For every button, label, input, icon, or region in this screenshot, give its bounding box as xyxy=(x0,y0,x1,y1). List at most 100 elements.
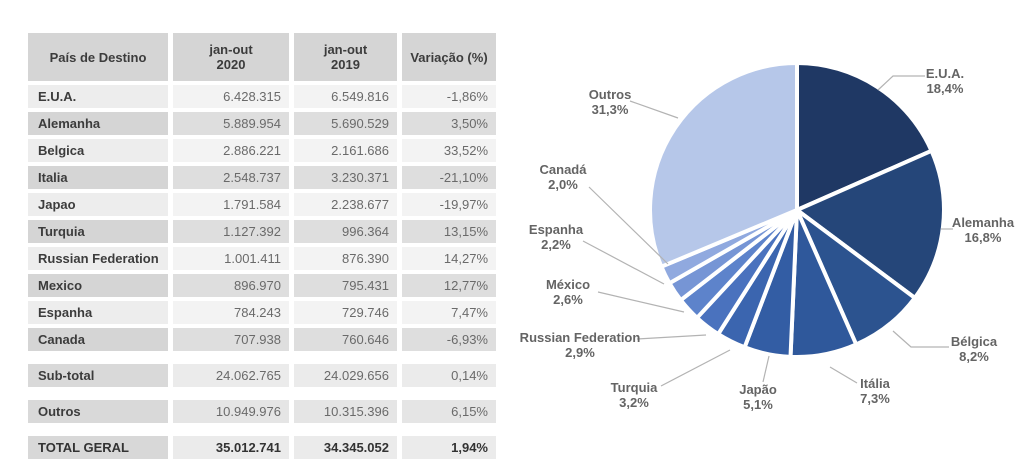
variation-cell: -21,10% xyxy=(402,166,496,189)
table-row: Mexico 896.970 795.431 12,77% xyxy=(28,274,497,297)
value-2020-cell: 10.949.976 xyxy=(173,400,289,423)
value-2020-cell: 896.970 xyxy=(173,274,289,297)
variation-cell: 12,77% xyxy=(402,274,496,297)
variation-cell: 7,47% xyxy=(402,301,496,324)
variation-cell: 3,50% xyxy=(402,112,496,135)
value-2020-cell: 784.243 xyxy=(173,301,289,324)
value-2019-cell: 5.690.529 xyxy=(294,112,397,135)
pie-label-percent: 18,4% xyxy=(926,81,964,96)
variation-cell: 1,94% xyxy=(402,436,496,459)
column-header-country: País de Destino xyxy=(28,33,168,81)
pie-label-percent: 2,2% xyxy=(541,237,571,252)
pie-label: Itália 7,3% xyxy=(860,376,890,406)
destination-table: País de Destino jan-out 2020 jan-out 201… xyxy=(28,33,497,459)
pie-label-country: Itália xyxy=(860,376,890,391)
pie-label-country: México xyxy=(545,277,591,292)
pie-label-percent: 3,2% xyxy=(619,395,649,410)
pie-label-country: Japão xyxy=(739,382,777,397)
variation-cell: 0,14% xyxy=(402,364,496,387)
pie-label: Japão 5,1% xyxy=(739,382,777,412)
pie-label: Espanha 2,2% xyxy=(529,222,583,252)
pie-label-percent: 2,9% xyxy=(565,345,595,360)
pie-label: Bélgica 8,2% xyxy=(951,334,997,364)
pie-label-country: Outros xyxy=(588,87,632,102)
variation-cell: -19,97% xyxy=(402,193,496,216)
pie-label: Russian Federation 2,9% xyxy=(520,330,641,360)
table-header-row: País de Destino jan-out 2020 jan-out 201… xyxy=(28,33,497,81)
variation-cell: 6,15% xyxy=(402,400,496,423)
leader-line xyxy=(829,366,858,384)
country-cell: Alemanha xyxy=(28,112,168,135)
country-cell: Turquia xyxy=(28,220,168,243)
column-header-2020: jan-out 2020 xyxy=(173,33,289,81)
value-2020-cell: 6.428.315 xyxy=(173,85,289,108)
variation-cell: -6,93% xyxy=(402,328,496,351)
table-row: Canada 707.938 760.646 -6,93% xyxy=(28,328,497,351)
table-row: Japao 1.791.584 2.238.677 -19,97% xyxy=(28,193,497,216)
leader-line xyxy=(588,186,669,265)
value-2019-cell: 34.345.052 xyxy=(294,436,397,459)
pie-label-country: Russian Federation xyxy=(519,330,641,345)
pie-slice xyxy=(795,61,934,212)
value-2019-cell: 6.549.816 xyxy=(294,85,397,108)
pie-slice xyxy=(795,148,946,300)
pie-slice xyxy=(648,61,799,269)
table-row: Alemanha 5.889.954 5.690.529 3,50% xyxy=(28,112,497,135)
pie-label-percent: 2,0% xyxy=(548,177,578,192)
pie-label-country: Canadá xyxy=(539,162,587,177)
value-2019-cell: 876.390 xyxy=(294,247,397,270)
country-cell: E.U.A. xyxy=(28,85,168,108)
country-cell: Canada xyxy=(28,328,168,351)
country-cell: Russian Federation xyxy=(28,247,168,270)
leader-line xyxy=(892,330,949,348)
pie-label-country: E.U.A. xyxy=(925,66,965,81)
leader-line xyxy=(762,355,770,383)
pie-label-country: Espanha xyxy=(528,222,584,237)
pie-label: Alemanha 16,8% xyxy=(952,215,1014,245)
pie-label: Outros 31,3% xyxy=(589,87,632,117)
leader-line xyxy=(877,75,925,91)
pie-label-country: Turquia xyxy=(610,380,658,395)
value-2020-cell: 1.001.411 xyxy=(173,247,289,270)
leader-line xyxy=(597,291,685,313)
value-2019-cell: 795.431 xyxy=(294,274,397,297)
table-row: Italia 2.548.737 3.230.371 -21,10% xyxy=(28,166,497,189)
value-2019-cell: 996.364 xyxy=(294,220,397,243)
value-2020-cell: 1.791.584 xyxy=(173,193,289,216)
pie-label-percent: 8,2% xyxy=(959,349,989,364)
variation-cell: 13,15% xyxy=(402,220,496,243)
country-cell: Outros xyxy=(28,400,168,423)
value-2019-cell: 24.029.656 xyxy=(294,364,397,387)
table-row: Outros 10.949.976 10.315.396 6,15% xyxy=(28,400,497,423)
leader-line xyxy=(660,349,731,387)
pie-label: Canadá 2,0% xyxy=(540,162,587,192)
country-cell: Belgica xyxy=(28,139,168,162)
pie-label: México 2,6% xyxy=(546,277,590,307)
table-row: TOTAL GERAL 35.012.741 34.345.052 1,94% xyxy=(28,436,497,459)
pie-label-percent: 7,3% xyxy=(860,391,890,406)
value-2020-cell: 2.886.221 xyxy=(173,139,289,162)
value-2019-cell: 729.746 xyxy=(294,301,397,324)
country-cell: Sub-total xyxy=(28,364,168,387)
country-cell: TOTAL GERAL xyxy=(28,436,168,459)
pie-label-country: Bélgica xyxy=(950,334,998,349)
pie-label-country: Alemanha xyxy=(951,215,1015,230)
value-2020-cell: 24.062.765 xyxy=(173,364,289,387)
value-2020-cell: 2.548.737 xyxy=(173,166,289,189)
table-row: Espanha 784.243 729.746 7,47% xyxy=(28,301,497,324)
country-cell: Espanha xyxy=(28,301,168,324)
table-body: E.U.A. 6.428.315 6.549.816 -1,86% Alemanha 5.… xyxy=(28,85,497,459)
column-header-2019: jan-out 2019 xyxy=(294,33,397,81)
variation-cell: -1,86% xyxy=(402,85,496,108)
table-row: E.U.A. 6.428.315 6.549.816 -1,86% xyxy=(28,85,497,108)
table-row: Belgica 2.886.221 2.161.686 33,52% xyxy=(28,139,497,162)
pie-label-percent: 2,6% xyxy=(553,292,583,307)
pie-label-percent: 16,8% xyxy=(964,230,1002,245)
table-row: Sub-total 24.062.765 24.029.656 0,14% xyxy=(28,364,497,387)
value-2019-cell: 2.161.686 xyxy=(294,139,397,162)
pie-label: Turquia 3,2% xyxy=(611,380,658,410)
table-row: Turquia 1.127.392 996.364 13,15% xyxy=(28,220,497,243)
